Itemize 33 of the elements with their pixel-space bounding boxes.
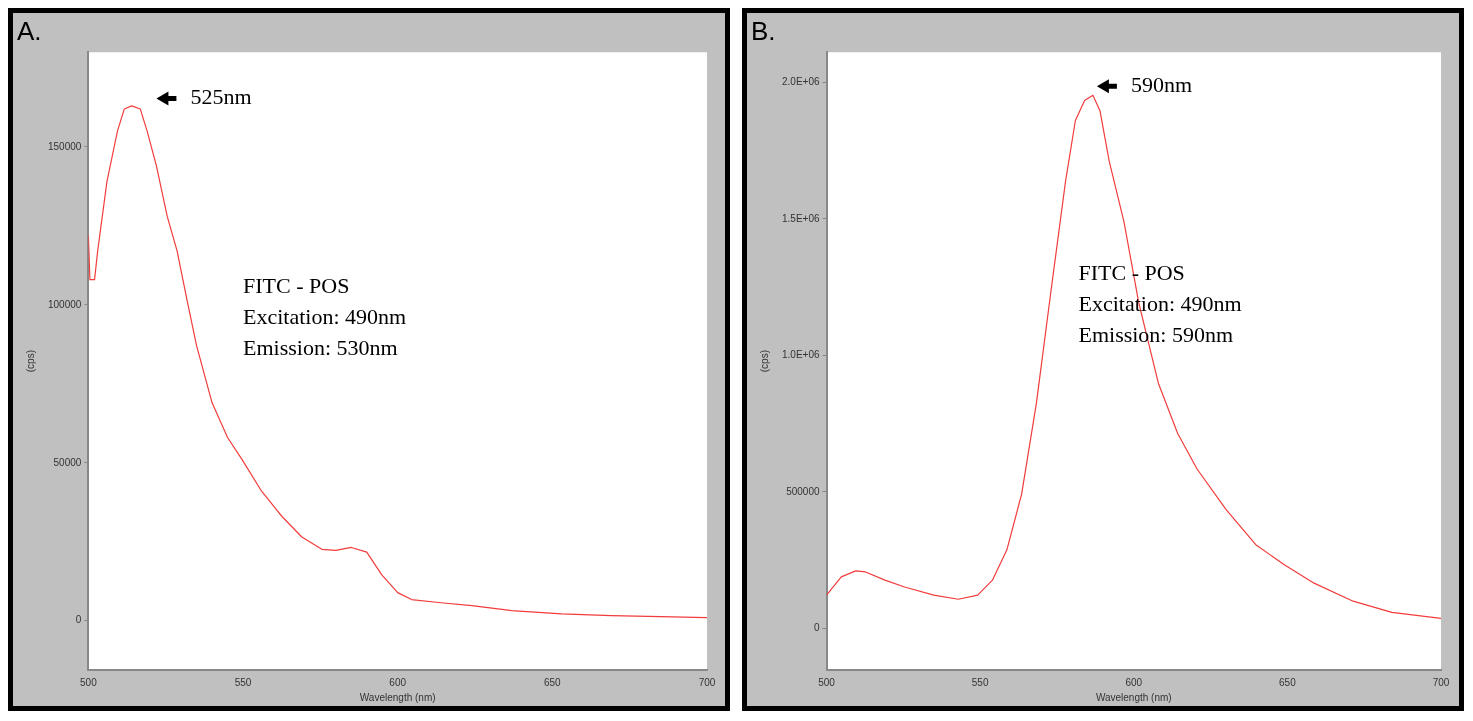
y-tick-label: 2.0E+06	[781, 75, 820, 87]
y-tick-label: 150000	[47, 140, 82, 152]
annotation: Emission: 590nm	[1078, 322, 1234, 348]
x-axis-title: Wavelength (nm)	[1095, 691, 1172, 703]
x-tick-label: 550	[234, 676, 252, 688]
chart-title: A.	[17, 15, 42, 46]
y-axis-title: (cps)	[24, 349, 36, 373]
y-tick-label: 1.5E+06	[781, 212, 820, 224]
y-tick-label: 50000	[53, 456, 82, 468]
chart-title: B.	[751, 15, 776, 46]
annotation: FITC - POS	[1078, 260, 1185, 286]
y-tick-label: 0	[75, 614, 82, 626]
y-tick-label: 1.0E+06	[781, 349, 820, 361]
y-tick-label: 0	[813, 622, 820, 634]
x-tick-label: 700	[1432, 676, 1450, 688]
annotation: 525nm	[190, 84, 252, 110]
x-tick-label: 600	[1125, 676, 1143, 688]
x-tick-label: 500	[80, 676, 98, 688]
annotation: FITC - POS	[243, 272, 350, 298]
y-tick-label: 100000	[47, 298, 82, 310]
annotation: Emission: 530nm	[243, 334, 398, 360]
x-tick-label: 700	[698, 676, 716, 688]
x-axis-title: Wavelength (nm)	[359, 691, 436, 703]
y-tick-label: 500000	[786, 485, 820, 497]
annotation: 590nm	[1130, 71, 1193, 97]
annotation: Excitation: 490nm	[243, 303, 407, 329]
x-tick-label: 650	[544, 676, 562, 688]
x-tick-label: 600	[389, 676, 407, 688]
annotation: Excitation: 490nm	[1078, 291, 1242, 317]
x-tick-label: 650	[1279, 676, 1297, 688]
x-tick-label: 550	[971, 676, 989, 688]
x-tick-label: 500	[818, 676, 836, 688]
y-axis-title: (cps)	[758, 349, 770, 373]
